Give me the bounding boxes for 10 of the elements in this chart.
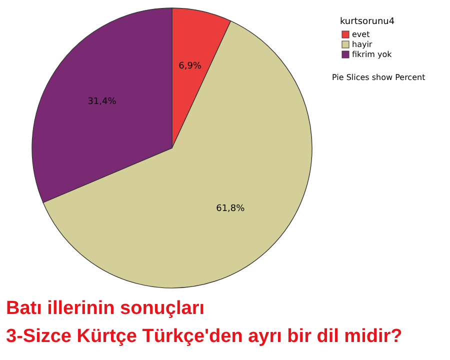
legend-label: evet bbox=[352, 30, 370, 39]
legend-label: fikrim yok bbox=[352, 50, 392, 59]
data-label: 6,9% bbox=[178, 61, 202, 72]
text: Batı illerinin sonuçları bbox=[6, 298, 204, 319]
legend-label: hayir bbox=[352, 40, 373, 49]
text: 3-Sizce Kürtçe Türkçe'den ayrı bir dil midir? bbox=[6, 326, 402, 347]
text: Pie Slices show Percent bbox=[332, 73, 426, 82]
legend-title: kurtsorunu4 bbox=[340, 17, 395, 27]
data-label: 31,4% bbox=[88, 97, 117, 108]
data-label: 61,8% bbox=[216, 204, 246, 214]
